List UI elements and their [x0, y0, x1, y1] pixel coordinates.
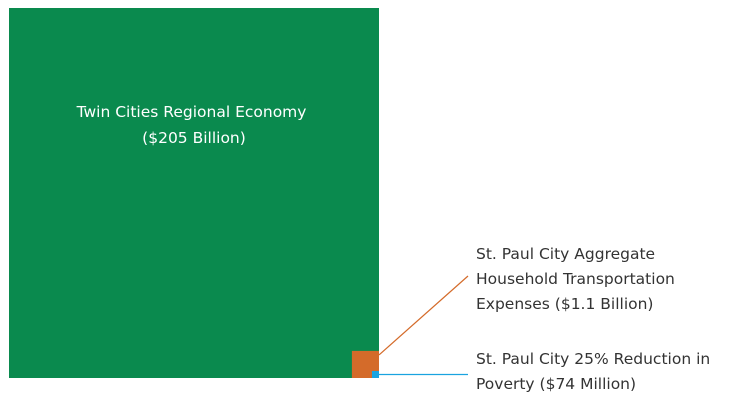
label-transportation-line-1: St. Paul City Aggregate — [476, 245, 655, 263]
label-poverty-reduction: St. Paul City 25% Reduction in Poverty (… — [476, 350, 715, 393]
square-regional-economy — [9, 8, 379, 378]
label-regional-economy: Twin Cities Regional Economy ($205 Billi… — [76, 103, 312, 147]
label-transportation-expenses: St. Paul City Aggregate Household Transp… — [476, 245, 680, 313]
label-poverty-line-1: St. Paul City 25% Reduction in — [476, 350, 710, 368]
label-transportation-line-3: Expenses ($1.1 Billion) — [476, 295, 653, 313]
label-poverty-line-2: Poverty ($74 Million) — [476, 375, 636, 393]
leader-line-transportation — [378, 275, 469, 356]
label-transportation-line-2: Household Transportation — [476, 270, 675, 288]
label-regional-economy-line-1: Twin Cities Regional Economy — [76, 103, 307, 121]
square-poverty-reduction — [371, 370, 379, 378]
label-regional-economy-line-2: ($205 Billion) — [142, 129, 246, 147]
